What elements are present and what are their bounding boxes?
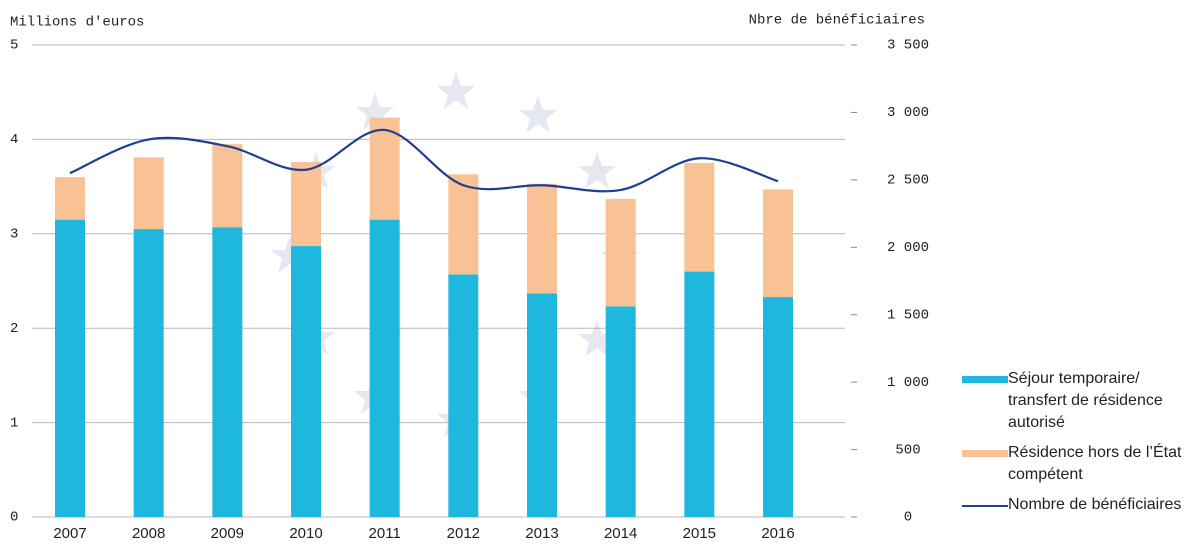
y2-tick-label: 3 500 <box>887 38 929 54</box>
bar <box>606 199 636 307</box>
legend-item: Résidence hors de l’État compétent <box>962 442 1202 486</box>
legend-label: Séjour temporaire/ transfert de résidenc… <box>1008 368 1198 434</box>
bar <box>684 272 714 517</box>
bar <box>527 293 557 517</box>
legend-label: Nombre de bénéficiaires <box>1008 494 1198 516</box>
legend-item: Séjour temporaire/ transfert de résidenc… <box>962 368 1202 434</box>
legend-label: Résidence hors de l’État compétent <box>1008 442 1198 486</box>
y-tick-label: 3 <box>10 227 18 243</box>
bar <box>448 174 478 274</box>
y-axis-title: Millions d'euros <box>10 15 144 31</box>
bar <box>55 177 85 219</box>
y2-tick-label: 3 000 <box>887 105 929 121</box>
bar <box>448 274 478 517</box>
y2-axis-title: Nbre de bénéficiaires <box>749 13 925 29</box>
legend-swatch <box>962 376 1008 383</box>
bar <box>763 189 793 297</box>
y-tick-label: 2 <box>10 321 18 337</box>
bar <box>212 144 242 227</box>
bar <box>212 227 242 517</box>
x-tick-label: 2008 <box>132 525 165 542</box>
x-tick-label: 2007 <box>53 525 86 542</box>
y-tick-label: 5 <box>10 38 18 54</box>
bar <box>134 157 164 229</box>
x-tick-label: 2010 <box>289 525 322 542</box>
legend: Séjour temporaire/ transfert de résidenc… <box>962 368 1202 524</box>
y-tick-label: 0 <box>10 510 18 526</box>
page: {"chart_data": {"type": "bar", "y_label"… <box>0 0 1204 547</box>
x-tick-label: 2016 <box>761 525 794 542</box>
bar <box>527 184 557 294</box>
bar <box>55 220 85 517</box>
x-tick-label: 2015 <box>683 525 716 542</box>
y2-tick-label: 1 500 <box>887 307 929 323</box>
legend-swatch <box>962 505 1008 507</box>
y-tick-label: 4 <box>10 132 18 148</box>
x-tick-label: 2011 <box>369 525 401 542</box>
bar <box>134 229 164 517</box>
x-tick-label: 2012 <box>447 525 480 542</box>
y-tick-label: 1 <box>10 415 18 431</box>
y2-tick-label: 0 <box>904 510 912 526</box>
y2-tick-label: 1 000 <box>887 375 929 391</box>
y2-tick-label: 500 <box>895 442 920 458</box>
bar <box>763 297 793 517</box>
legend-item: Nombre de bénéficiaires <box>962 494 1202 516</box>
x-tick-label: 2014 <box>604 525 637 542</box>
y2-tick-label: 2 500 <box>887 173 929 189</box>
bar <box>606 306 636 517</box>
legend-swatch <box>962 450 1008 457</box>
x-tick-label: 2013 <box>525 525 558 542</box>
bar <box>291 162 321 246</box>
x-tick-label: 2009 <box>211 525 244 542</box>
bar <box>291 246 321 517</box>
bar <box>370 220 400 517</box>
y2-tick-label: 2 000 <box>887 240 929 256</box>
bar <box>684 163 714 272</box>
